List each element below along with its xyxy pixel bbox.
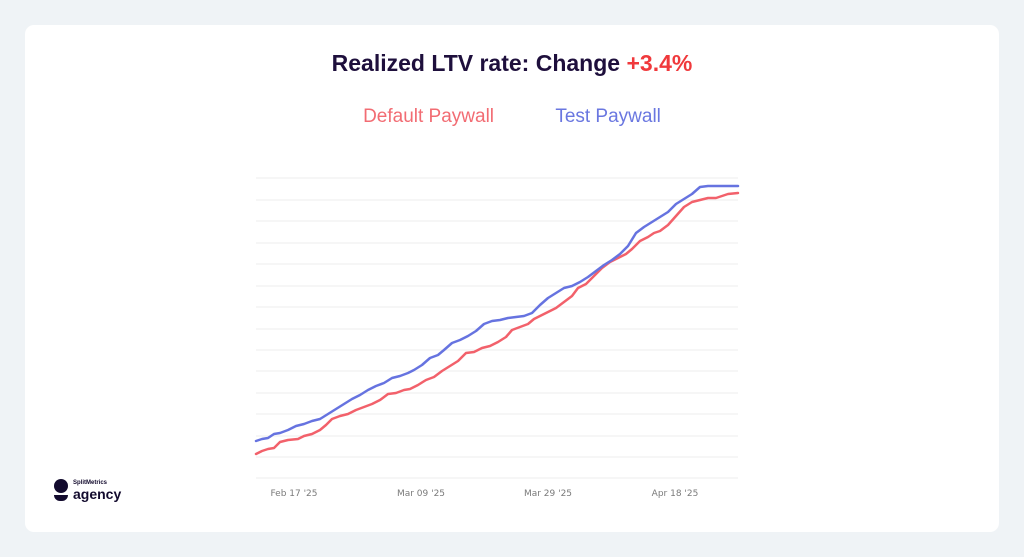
splitmetrics-agency-logo: SplitMetrics agency (54, 479, 121, 501)
x-tick-label: Feb 17 '25 (270, 489, 318, 499)
chart-card (25, 25, 999, 532)
change-value: +3.4% (626, 50, 693, 76)
series-line-default-paywall[interactable] (254, 191, 740, 456)
gridlines (256, 177, 738, 479)
series-lines (254, 184, 740, 456)
chart-title: Realized LTV rate: Change +3.4% (0, 50, 1024, 77)
legend-default-paywall[interactable]: Default Paywall (363, 106, 495, 127)
logo-brand-big: agency (73, 485, 122, 502)
x-tick-label: Apr 18 '25 (651, 489, 699, 499)
logo-brand-small: SplitMetrics (73, 479, 108, 486)
chart-legend: Default Paywall Test Paywall (0, 106, 1024, 128)
legend-test-paywall[interactable]: Test Paywall (555, 106, 661, 127)
x-tick-label: Mar 09 '25 (396, 489, 446, 499)
logo-icon (54, 479, 68, 501)
x-tick-label: Mar 29 '25 (523, 489, 573, 499)
chart-title-text: Realized LTV rate: Change (331, 50, 627, 76)
series-line-test-paywall[interactable] (254, 184, 740, 443)
